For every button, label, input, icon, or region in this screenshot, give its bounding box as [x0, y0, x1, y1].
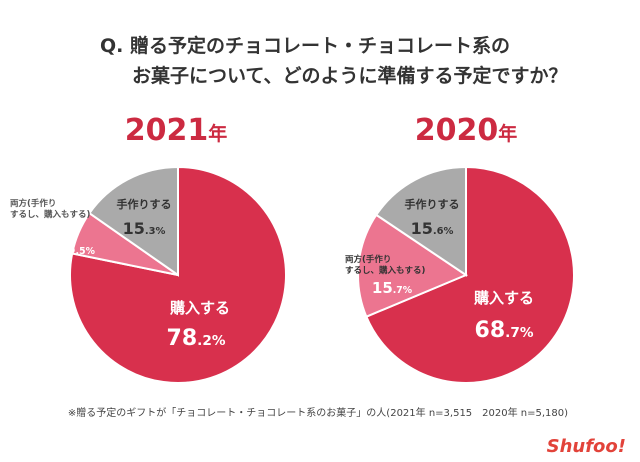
- footnote: ※贈る予定のギフトが「チョコレート・チョコレート系のお菓子」の人(2021年 n…: [68, 406, 568, 419]
- slice-value-buy-2021: 78.2%: [167, 326, 226, 351]
- title-line2: お菓子について、どのように準備する予定ですか？: [132, 64, 567, 87]
- slice-handmade-2020: [374, 165, 467, 277]
- slice-both-2020: [357, 213, 469, 318]
- slice-value-handmade-2021: 15.3%: [123, 219, 166, 238]
- slice-label-buy-2020: 購入する: [473, 289, 534, 307]
- slice-label-both-2021: 両方(手作りするし、購入もする): [10, 198, 91, 220]
- slice-label-handmade-2021: 手作りする: [117, 197, 172, 211]
- shufoo-logo: Shufoo!: [547, 436, 626, 457]
- slice-value-both-2020: 15.7%: [372, 279, 413, 297]
- slice-value-handmade-2020: 15.6%: [411, 219, 454, 238]
- slice-label-buy-2021: 購入する: [169, 299, 230, 317]
- title-line1: Q. 贈る予定のチョコレート・チョコレート系の: [100, 34, 510, 57]
- slice-buy-2020: [365, 165, 575, 384]
- pie-title-2021: 2021年: [125, 113, 228, 148]
- slice-value-buy-2020: 68.7%: [475, 318, 534, 343]
- slice-value-both-2021: 6.5%: [65, 240, 95, 258]
- slice-handmade-2021: [88, 165, 179, 277]
- pie-title-2020: 2020年: [415, 113, 518, 148]
- slice-label-both-2020: 両方(手作りするし、購入もする): [345, 254, 426, 276]
- slice-label-handmade-2020: 手作りする: [405, 197, 460, 211]
